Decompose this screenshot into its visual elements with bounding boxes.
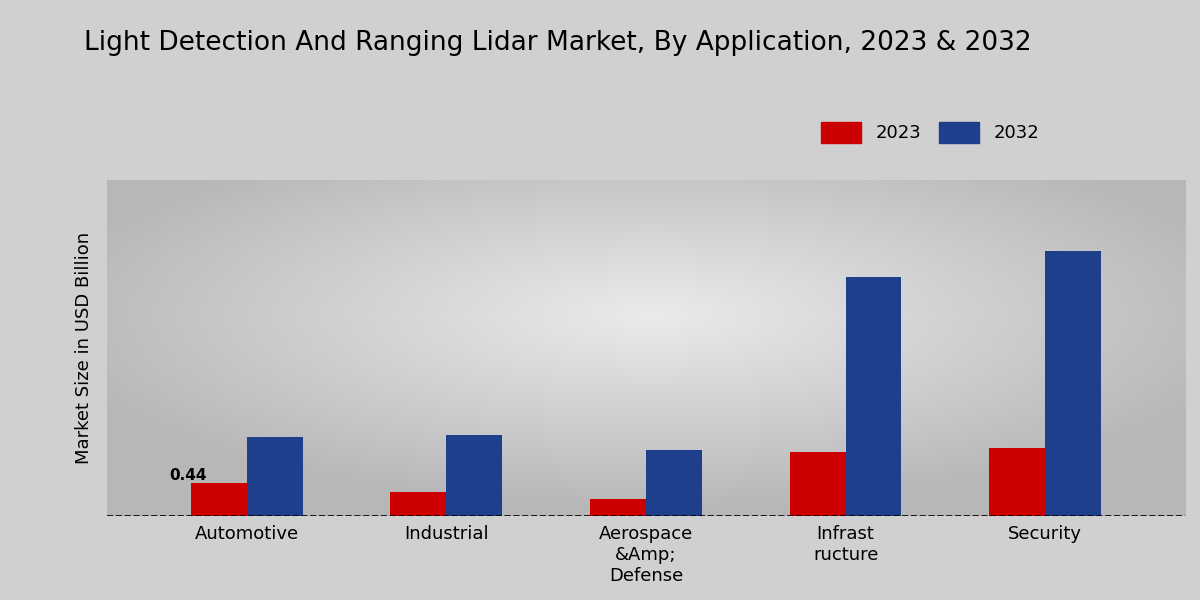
Bar	[446, 435, 502, 515]
Legend: 2023, 2032: 2023, 2032	[815, 115, 1046, 150]
Y-axis label: Market Size in USD Billion: Market Size in USD Billion	[74, 232, 94, 464]
Bar	[390, 492, 446, 515]
Bar	[846, 277, 901, 515]
Bar	[646, 450, 702, 515]
Bar	[590, 499, 646, 515]
Bar	[247, 437, 302, 515]
Bar	[989, 448, 1045, 515]
Bar	[1045, 251, 1102, 515]
Bar	[191, 483, 247, 515]
Text: 0.44: 0.44	[169, 468, 206, 483]
Text: Light Detection And Ranging Lidar Market, By Application, 2023 & 2032: Light Detection And Ranging Lidar Market…	[84, 30, 1032, 56]
Bar	[790, 452, 846, 515]
